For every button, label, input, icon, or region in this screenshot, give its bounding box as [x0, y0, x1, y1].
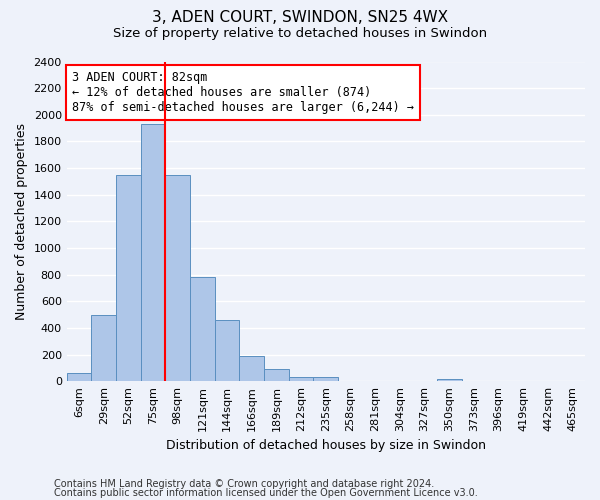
- Text: Contains HM Land Registry data © Crown copyright and database right 2024.: Contains HM Land Registry data © Crown c…: [54, 479, 434, 489]
- Text: Size of property relative to detached houses in Swindon: Size of property relative to detached ho…: [113, 28, 487, 40]
- Bar: [91, 314, 116, 381]
- Bar: [239, 356, 264, 381]
- Text: 3 ADEN COURT: 82sqm
← 12% of detached houses are smaller (874)
87% of semi-detac: 3 ADEN COURT: 82sqm ← 12% of detached ho…: [72, 71, 414, 114]
- Bar: [116, 174, 141, 381]
- Text: Contains public sector information licensed under the Open Government Licence v3: Contains public sector information licen…: [54, 488, 478, 498]
- Bar: [215, 320, 239, 381]
- Bar: [437, 378, 461, 381]
- Bar: [190, 278, 215, 381]
- Bar: [289, 376, 313, 381]
- Bar: [166, 174, 190, 381]
- Bar: [141, 124, 166, 381]
- Bar: [264, 369, 289, 381]
- Y-axis label: Number of detached properties: Number of detached properties: [15, 123, 28, 320]
- Bar: [313, 377, 338, 381]
- Text: 3, ADEN COURT, SWINDON, SN25 4WX: 3, ADEN COURT, SWINDON, SN25 4WX: [152, 10, 448, 25]
- Bar: [67, 373, 91, 381]
- X-axis label: Distribution of detached houses by size in Swindon: Distribution of detached houses by size …: [166, 440, 486, 452]
